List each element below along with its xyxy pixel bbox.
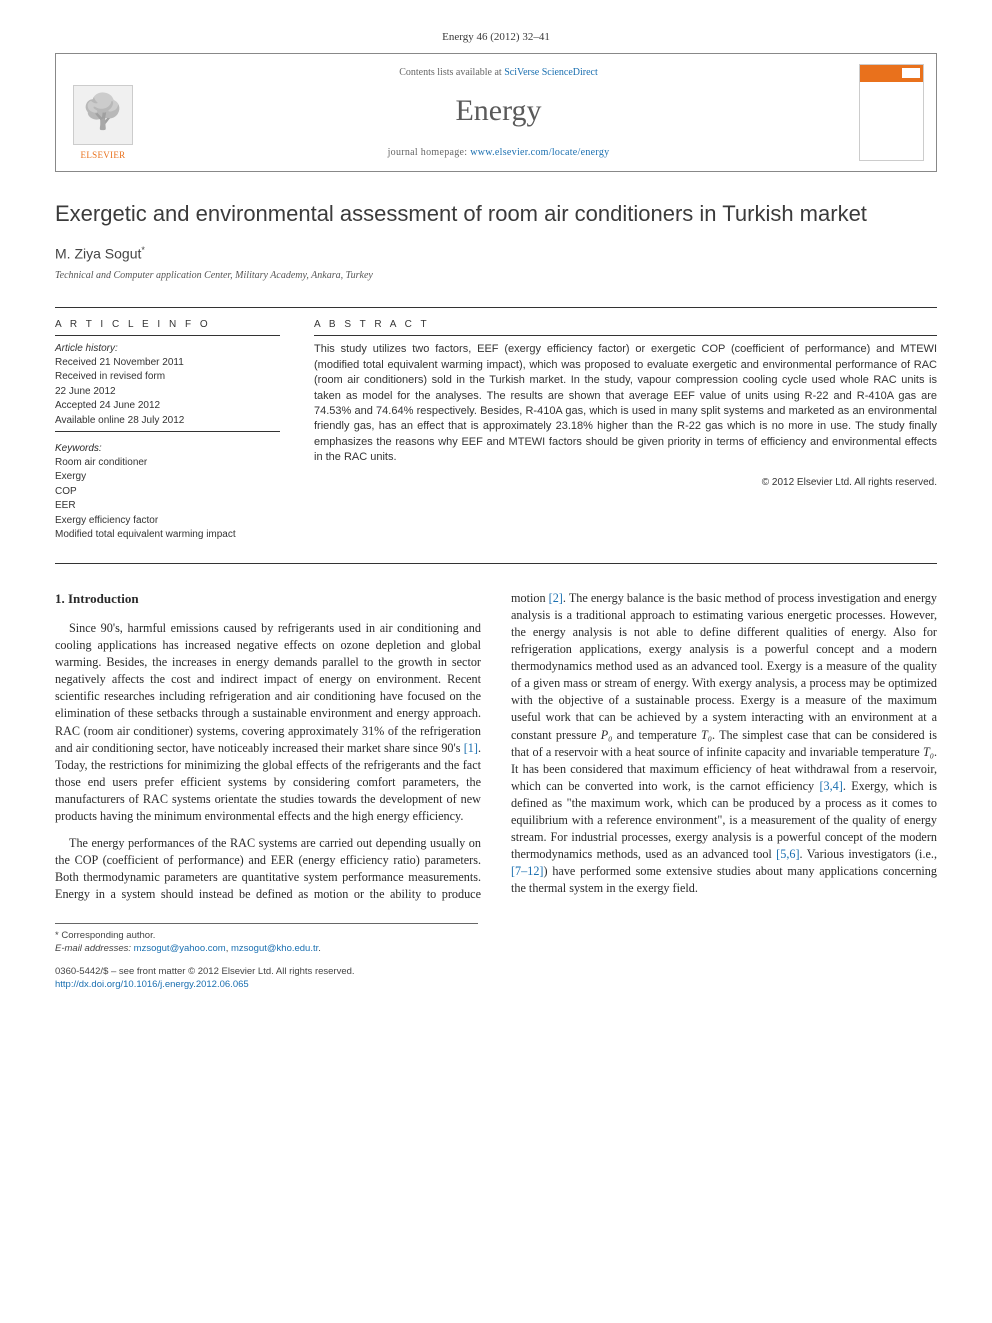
abstract-rule (314, 335, 937, 336)
citation-link[interactable]: [1] (464, 741, 478, 755)
author-name: M. Ziya Sogut* (55, 244, 937, 264)
journal-title: Energy (148, 91, 849, 132)
abstract-heading: A B S T R A C T (314, 318, 937, 332)
abstract: A B S T R A C T This study utilizes two … (314, 318, 937, 543)
variable-p0: P₀ (601, 728, 613, 742)
citation-link[interactable]: [3,4] (819, 779, 842, 793)
publisher-logo: ELSEVIER (68, 64, 138, 162)
header-center: Contents lists available at SciVerse Sci… (138, 64, 859, 162)
info-rule (55, 335, 280, 336)
author-email-link[interactable]: mzsogut@yahoo.com (134, 943, 226, 954)
article-title: Exergetic and environmental assessment o… (55, 200, 937, 228)
body-text: . Various investigators (i.e., (800, 847, 937, 861)
history-item: 22 June 2012 (55, 385, 280, 400)
history-item: Received in revised form (55, 370, 280, 385)
keyword-item: EER (55, 499, 280, 514)
abstract-text: This study utilizes two factors, EEF (ex… (314, 342, 937, 465)
body-text: . The energy balance is the basic method… (511, 591, 937, 742)
keyword-list: Room air conditioner Exergy COP EER Exer… (55, 456, 280, 543)
info-abstract-row: A R T I C L E I N F O Article history: R… (55, 318, 937, 543)
homepage-line: journal homepage: www.elsevier.com/locat… (148, 146, 849, 160)
info-rule (55, 431, 280, 432)
elsevier-tree-icon (73, 85, 133, 145)
keyword-item: COP (55, 485, 280, 500)
corresponding-marker-text: * Corresponding author. (55, 930, 478, 943)
history-item: Accepted 24 June 2012 (55, 399, 280, 414)
corresponding-author-footer: * Corresponding author. E-mail addresses… (55, 923, 478, 956)
body-text: Since 90's, harmful emissions caused by … (55, 621, 481, 755)
citation-link[interactable]: [2] (549, 591, 563, 605)
keyword-item: Modified total equivalent warming impact (55, 528, 280, 543)
section-heading-intro: 1. Introduction (55, 590, 481, 608)
body-text: and temperature (612, 728, 701, 742)
article-body: 1. Introduction Since 90's, harmful emis… (55, 590, 937, 905)
footer-meta: 0360-5442/$ – see front matter © 2012 El… (55, 966, 478, 992)
corresponding-marker: * (141, 245, 145, 255)
variable-t0: T₀ (701, 728, 712, 742)
journal-reference: Energy 46 (2012) 32–41 (55, 30, 937, 45)
history-item: Received 21 November 2011 (55, 356, 280, 371)
history-item: Available online 28 July 2012 (55, 414, 280, 429)
journal-header: ELSEVIER Contents lists available at Sci… (55, 53, 937, 173)
contents-line: Contents lists available at SciVerse Sci… (148, 66, 849, 80)
history-list: Received 21 November 2011 Received in re… (55, 356, 280, 429)
divider (55, 563, 937, 564)
body-text: ) have performed some extensive studies … (511, 864, 937, 895)
contents-prefix: Contents lists available at (399, 67, 504, 78)
author-email-link[interactable]: mzsogut@kho.edu.tr (231, 943, 318, 954)
article-info-heading: A R T I C L E I N F O (55, 318, 280, 332)
divider (55, 307, 937, 308)
email-label: E-mail addresses: (55, 943, 131, 954)
journal-cover-thumbnail (859, 64, 924, 162)
keyword-item: Room air conditioner (55, 456, 280, 471)
publisher-name: ELSEVIER (81, 149, 126, 161)
doi-link[interactable]: http://dx.doi.org/10.1016/j.energy.2012.… (55, 979, 249, 990)
author-affiliation: Technical and Computer application Cente… (55, 269, 937, 283)
issn-line: 0360-5442/$ – see front matter © 2012 El… (55, 966, 478, 979)
variable-t0: T₀ (923, 745, 934, 759)
citation-link[interactable]: [5,6] (776, 847, 799, 861)
article-info: A R T I C L E I N F O Article history: R… (55, 318, 280, 543)
keywords-label: Keywords: (55, 442, 280, 456)
sciencedirect-link[interactable]: SciVerse ScienceDirect (504, 67, 598, 78)
history-label: Article history: (55, 342, 280, 356)
homepage-prefix: journal homepage: (388, 147, 471, 158)
period: . (318, 943, 321, 954)
author-text: M. Ziya Sogut (55, 246, 141, 262)
copyright-line: © 2012 Elsevier Ltd. All rights reserved… (314, 476, 937, 490)
homepage-link[interactable]: www.elsevier.com/locate/energy (470, 147, 609, 158)
citation-link[interactable]: [7–12] (511, 864, 544, 878)
keyword-item: Exergy (55, 470, 280, 485)
body-paragraph: Since 90's, harmful emissions caused by … (55, 620, 481, 825)
keyword-item: Exergy efficiency factor (55, 514, 280, 529)
